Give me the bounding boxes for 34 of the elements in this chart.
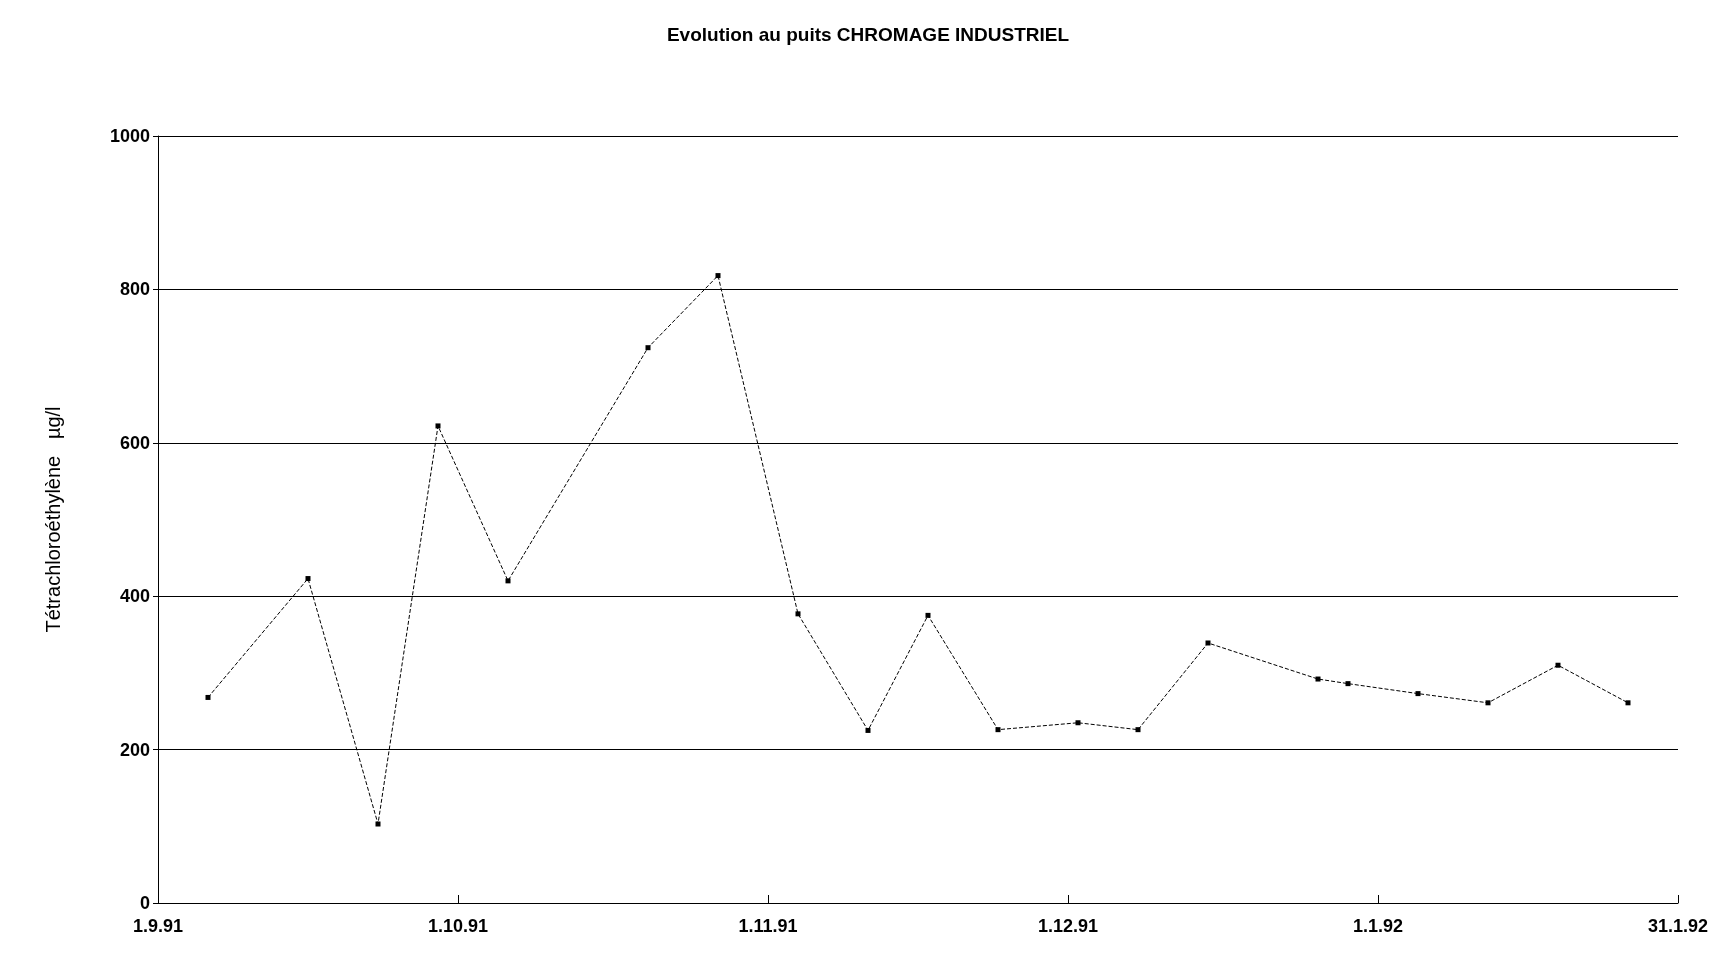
point: [1135, 727, 1141, 733]
y-tick-label: 200: [119, 739, 150, 760]
x-tick-label: 31.1.92: [1647, 916, 1709, 936]
x-tick-label: 1.12.91: [1037, 916, 1099, 936]
point: [795, 611, 801, 617]
x-tick-label: 1.10.91: [427, 916, 489, 936]
point: [925, 612, 931, 618]
point: [715, 273, 721, 279]
point: [995, 727, 1001, 733]
point: [1345, 681, 1351, 687]
point: [1075, 720, 1081, 726]
point: [305, 576, 311, 582]
y-tick-label: 600: [119, 432, 150, 453]
x-tick-label: 1.11.91: [738, 916, 798, 936]
x-tick-label: 1.9.91: [132, 916, 184, 936]
point: [1625, 700, 1631, 706]
y-tick-label: 1000: [109, 126, 150, 146]
point: [1205, 640, 1211, 646]
point: [375, 821, 381, 827]
point: [1555, 662, 1561, 668]
y-tick-label: 400: [119, 586, 150, 607]
y-tick-label: 800: [119, 279, 150, 300]
x-tick-label: 1.1.92: [1352, 916, 1404, 936]
chart-title: Evolution au puits CHROMAGE INDUSTRIEL: [666, 24, 1070, 45]
point: [505, 578, 511, 584]
y-tick-label: 0: [139, 893, 150, 913]
point: [1415, 691, 1421, 697]
point: [865, 727, 871, 733]
y-axis-title: Tétrachloroéthylène µg/l: [42, 406, 64, 633]
point: [205, 694, 211, 700]
point: [435, 423, 441, 429]
point: [1315, 676, 1321, 682]
point: [645, 345, 651, 351]
point: [1485, 700, 1491, 706]
